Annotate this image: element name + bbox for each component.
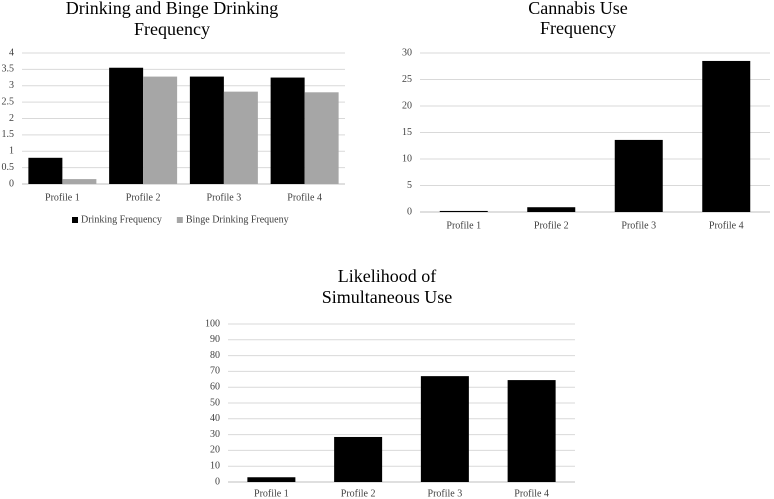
chart-title: Simultaneous Use: [322, 287, 453, 307]
x-tick-label: Profile 4: [514, 488, 549, 499]
y-tick-label: 60: [210, 381, 220, 392]
y-tick-label: 100: [205, 318, 220, 329]
y-tick-label: 2: [9, 113, 14, 124]
bar: [28, 157, 63, 184]
y-tick-label: 25: [402, 74, 412, 85]
x-tick-label: Profile 3: [207, 192, 242, 203]
y-tick-label: 20: [210, 445, 220, 456]
y-tick-label: 0.5: [2, 162, 15, 173]
y-tick-label: 15: [402, 127, 412, 138]
legend-swatch: [176, 217, 183, 223]
legend-label: Binge Drinking Frequeny: [186, 214, 289, 225]
bar: [62, 179, 97, 184]
bar: [527, 207, 576, 212]
chart-title: Likelihood of: [338, 266, 436, 286]
y-tick-label: 1.5: [2, 129, 15, 140]
y-tick-label: 3.5: [2, 64, 15, 75]
y-tick-label: 20: [402, 100, 412, 111]
y-tick-label: 70: [210, 366, 220, 377]
y-tick-label: 50: [210, 397, 220, 408]
x-tick-label: Profile 1: [446, 220, 481, 231]
x-tick-label: Profile 2: [534, 220, 569, 231]
bar: [270, 77, 305, 184]
y-tick-label: 4: [9, 47, 14, 58]
chart-title: Cannabis Use: [528, 0, 627, 18]
bar: [304, 92, 339, 184]
chart-title: Drinking and Binge Drinking: [66, 0, 278, 18]
chart-title: Frequency: [540, 18, 616, 38]
legend-label: Drinking Frequency: [81, 214, 162, 225]
bar: [420, 376, 469, 482]
bar: [702, 60, 751, 213]
y-tick-label: 0: [407, 206, 412, 217]
bar: [223, 91, 258, 184]
y-tick-label: 30: [402, 47, 412, 58]
bar: [439, 210, 488, 212]
bar: [614, 139, 663, 212]
y-tick-label: 1: [9, 146, 14, 157]
x-tick-label: Profile 2: [126, 192, 161, 203]
legend-swatch: [72, 217, 78, 223]
bar: [247, 477, 296, 482]
y-tick-label: 5: [407, 180, 412, 191]
x-tick-label: Profile 4: [709, 220, 744, 231]
y-tick-label: 3: [9, 80, 14, 91]
y-tick-label: 0: [9, 178, 14, 189]
x-tick-label: Profile 3: [428, 488, 463, 499]
bar: [143, 76, 178, 184]
bar: [109, 67, 144, 184]
x-tick-label: Profile 2: [341, 488, 376, 499]
y-tick-label: 30: [210, 429, 220, 440]
y-tick-label: 90: [210, 334, 220, 345]
x-tick-label: Profile 1: [45, 192, 80, 203]
bar: [189, 76, 224, 184]
y-tick-label: 40: [210, 413, 220, 424]
x-tick-label: Profile 1: [254, 488, 289, 499]
chart-title: Frequency: [134, 19, 210, 39]
y-tick-label: 80: [210, 350, 220, 361]
bar: [334, 436, 383, 482]
bar: [507, 380, 556, 482]
x-tick-label: Profile 3: [621, 220, 656, 231]
y-tick-label: 2.5: [2, 96, 15, 107]
y-tick-label: 10: [210, 460, 220, 471]
y-tick-label: 10: [402, 153, 412, 164]
x-tick-label: Profile 4: [287, 192, 322, 203]
y-tick-label: 0: [215, 476, 220, 487]
